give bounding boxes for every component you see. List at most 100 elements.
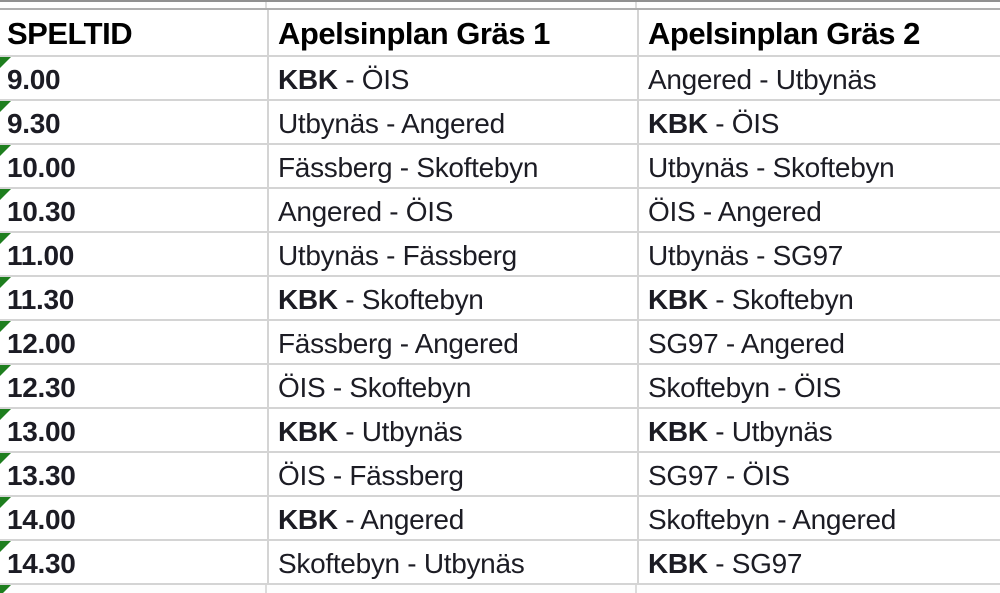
cell-error-indicator-icon — [0, 321, 11, 332]
match-cell[interactable]: KBK - Skoftebyn — [637, 277, 1000, 319]
away-team: Skoftebyn — [731, 283, 854, 315]
match-text: KBK - ÖIS — [648, 108, 779, 140]
table-row: 14.00 KBK - Angered Skoftebyn - Angered — [0, 497, 1000, 541]
column-header-speltid[interactable]: SPELTID — [7, 16, 133, 51]
cropped-cell — [267, 2, 637, 8]
match-cell[interactable]: Skoftebyn - Utbynäs — [267, 541, 637, 583]
match-cell[interactable]: Utbynäs - Angered — [267, 101, 637, 143]
cell-error-indicator-icon — [0, 57, 11, 68]
match-cell[interactable]: Utbynäs - SG97 — [637, 233, 1000, 275]
home-team: Angered — [648, 63, 752, 95]
home-team: ÖIS — [648, 195, 696, 227]
home-team: KBK — [278, 415, 338, 447]
match-cell[interactable]: ÖIS - Angered — [637, 189, 1000, 231]
match-text: KBK - Skoftebyn — [648, 284, 854, 316]
table-row: 11.00 Utbynäs - Fässberg Utbynäs - SG97 — [0, 233, 1000, 277]
away-team: Skoftebyn — [361, 283, 484, 315]
match-text: Skoftebyn - Angered — [648, 504, 896, 536]
match-cell[interactable]: KBK - Skoftebyn — [267, 277, 637, 319]
match-cell[interactable]: ÖIS - Fässberg — [267, 453, 637, 495]
match-cell[interactable]: KBK - Angered — [267, 497, 637, 539]
time-cell[interactable]: 13.00 — [0, 409, 267, 451]
away-team: Angered — [360, 503, 464, 535]
separator: - — [748, 239, 773, 271]
separator: - — [337, 283, 362, 315]
match-cell[interactable]: Skoftebyn - ÖIS — [637, 365, 1000, 407]
separator: - — [381, 195, 406, 227]
match-text: KBK - ÖIS — [278, 64, 409, 96]
cell-error-indicator-icon — [0, 365, 11, 376]
separator: - — [695, 195, 718, 227]
match-cell[interactable]: KBK - SG97 — [637, 541, 1000, 583]
home-team: Fässberg — [278, 151, 393, 183]
match-cell[interactable]: Angered - Utbynäs — [637, 57, 1000, 99]
time-value: 9.00 — [7, 63, 61, 95]
table-row: 11.30 KBK - Skoftebyn KBK - Skoftebyn — [0, 277, 1000, 321]
time-cell[interactable]: 9.00 — [0, 57, 267, 99]
match-text: Angered - Utbynäs — [648, 63, 877, 96]
match-cell[interactable]: KBK - Utbynäs — [637, 409, 1000, 451]
cropped-cell — [637, 2, 1000, 8]
away-team: Fässberg — [402, 239, 518, 271]
separator: - — [325, 371, 350, 403]
separator: - — [337, 503, 361, 535]
time-value: 10.00 — [7, 151, 76, 183]
time-value: 14.00 — [7, 503, 76, 535]
time-value: 14.30 — [7, 547, 76, 579]
match-text: Skoftebyn - Utbynäs — [278, 548, 525, 580]
match-cell[interactable]: Utbynäs - Fässberg — [267, 233, 637, 275]
away-team: Angered — [401, 107, 505, 139]
match-text: KBK - SG97 — [648, 548, 802, 580]
away-team: Utbynäs — [731, 415, 833, 447]
home-team: Utbynäs — [278, 239, 379, 271]
separator: - — [337, 63, 362, 95]
top-edge-line — [0, 0, 1000, 2]
match-cell[interactable]: Fässberg - Angered — [267, 321, 637, 363]
home-team: KBK — [278, 283, 338, 315]
match-cell[interactable]: SG97 - Angered — [637, 321, 1000, 363]
time-cell[interactable]: 12.00 — [0, 321, 267, 363]
cell-error-indicator-icon — [0, 585, 11, 593]
match-text: ÖIS - Angered — [648, 196, 822, 228]
match-cell[interactable]: Fässberg - Skoftebyn — [267, 145, 637, 187]
home-team: Angered — [278, 195, 382, 227]
match-cell[interactable]: ÖIS - Skoftebyn — [267, 365, 637, 407]
match-cell[interactable]: Skoftebyn - Angered — [637, 497, 1000, 539]
separator: - — [378, 239, 403, 271]
time-cell[interactable]: 10.00 — [0, 145, 267, 187]
match-cell[interactable]: KBK - ÖIS — [637, 101, 1000, 143]
away-team: Angered — [740, 327, 845, 359]
away-team: ÖIS — [405, 195, 454, 227]
column-header-pitch2[interactable]: Apelsinplan Gräs 2 — [637, 10, 1000, 55]
cropped-cell — [267, 585, 637, 593]
time-value: 10.30 — [7, 195, 76, 227]
cell-error-indicator-icon — [0, 189, 11, 200]
match-cell[interactable]: Utbynäs - Skoftebyn — [637, 145, 1000, 187]
time-cell[interactable]: 13.30 — [0, 453, 267, 495]
match-cell[interactable]: SG97 - ÖIS — [637, 453, 1000, 495]
time-cell[interactable]: 14.00 — [0, 497, 267, 539]
away-team: Angered — [792, 503, 897, 535]
home-team: SG97 — [648, 459, 719, 491]
time-cell[interactable]: 9.30 — [0, 101, 267, 143]
table-row: 12.30 ÖIS - Skoftebyn Skoftebyn - ÖIS — [0, 365, 1000, 409]
match-cell[interactable]: Angered - ÖIS — [267, 189, 637, 231]
time-cell[interactable]: 12.30 — [0, 365, 267, 407]
time-value: 11.30 — [7, 283, 75, 315]
column-header-pitch1[interactable]: Apelsinplan Gräs 1 — [267, 10, 637, 55]
away-team: Utbynäs — [775, 63, 877, 95]
time-cell[interactable]: 11.30 — [0, 277, 267, 319]
time-cell[interactable]: 14.30 — [0, 541, 267, 583]
cropped-bottom-row — [0, 585, 1000, 593]
time-cell[interactable]: 10.30 — [0, 189, 267, 231]
separator: - — [707, 415, 732, 447]
time-cell[interactable]: 11.00 — [0, 233, 267, 275]
home-team: KBK — [648, 283, 708, 315]
separator: - — [392, 327, 415, 359]
cropped-top-row — [0, 2, 1000, 10]
match-cell[interactable]: KBK - Utbynäs — [267, 409, 637, 451]
cell-error-indicator-icon — [0, 101, 11, 112]
match-text: Skoftebyn - ÖIS — [648, 372, 841, 404]
match-cell[interactable]: KBK - ÖIS — [267, 57, 637, 99]
